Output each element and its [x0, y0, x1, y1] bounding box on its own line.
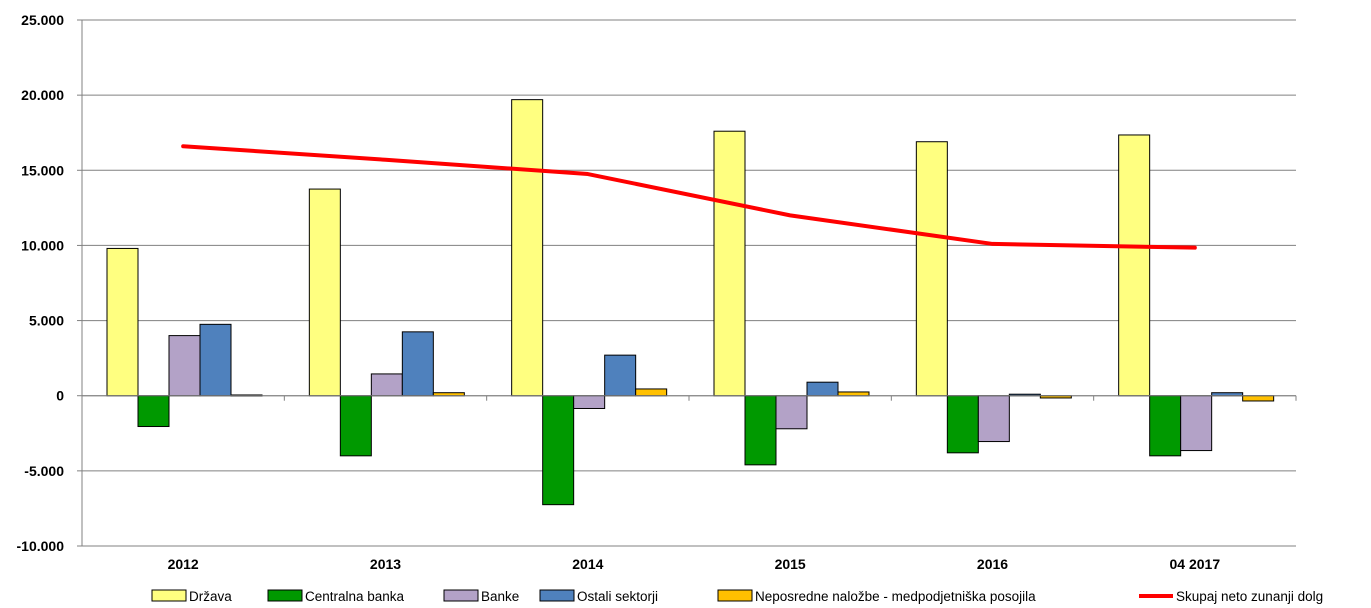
bar: [137, 395, 170, 428]
bar: [370, 373, 403, 397]
legend-swatch: [443, 589, 479, 602]
x-category-label: 2012: [168, 556, 199, 572]
legend-swatch: [151, 589, 187, 602]
y-tick-label: 25.000: [21, 12, 64, 28]
y-tick-label: 15.000: [21, 162, 64, 178]
legend-swatch: [539, 589, 575, 602]
bar: [1118, 134, 1151, 397]
legend-label: Banke: [481, 589, 519, 604]
x-category-label: 2014: [572, 556, 603, 572]
bar: [744, 395, 777, 466]
bar: [106, 247, 139, 397]
bar: [573, 395, 606, 409]
legend-swatch: [267, 589, 303, 602]
legend-label: Neposredne naložbe - medpodjetniška poso…: [755, 589, 1036, 604]
bar: [977, 395, 1010, 443]
bar: [168, 335, 201, 397]
bar: [339, 395, 372, 457]
gridlines: [82, 19, 1296, 547]
x-category-label: 2015: [775, 556, 806, 572]
legend-label: Centralna banka: [305, 589, 405, 604]
bar: [713, 130, 746, 397]
bar: [199, 323, 232, 397]
legend: Država Centralna banka Banke Ostali sektorj…: [151, 589, 1323, 604]
bar: [604, 354, 637, 397]
bar: [775, 395, 808, 430]
bar: [511, 99, 544, 397]
bar: [946, 395, 979, 454]
bar: [542, 395, 575, 506]
bar: [837, 391, 870, 397]
y-tick-label: -10.000: [17, 538, 65, 554]
x-category-label: 2016: [977, 556, 1008, 572]
bar: [915, 141, 948, 397]
bar: [1180, 395, 1213, 452]
bar: [401, 331, 434, 397]
bar-series: [106, 99, 1275, 506]
bar: [308, 188, 341, 397]
y-tick-label: 20.000: [21, 87, 64, 103]
x-category-label: 2013: [370, 556, 401, 572]
legend-label: Skupaj neto zunanji dolg: [1176, 589, 1323, 604]
bar: [1149, 395, 1182, 457]
axes: -10.000 -5.000 0 5.000 10.000 15.000 20.000 25.…: [17, 12, 1297, 572]
legend-swatch: [717, 589, 753, 602]
line-series: [181, 144, 1197, 250]
bar: [635, 388, 668, 397]
y-tick-label: 5.000: [29, 313, 64, 329]
y-tick-label: 0: [56, 388, 64, 404]
y-tick-label: 10.000: [21, 237, 64, 253]
y-tick-label: -5.000: [24, 463, 64, 479]
bar: [806, 381, 839, 397]
series-line: [181, 144, 1197, 250]
legend-label: Država: [189, 589, 232, 604]
legend-label: Ostali sektorji: [577, 589, 658, 604]
bar: [1242, 395, 1275, 402]
x-category-label: 04 2017: [1170, 556, 1221, 572]
